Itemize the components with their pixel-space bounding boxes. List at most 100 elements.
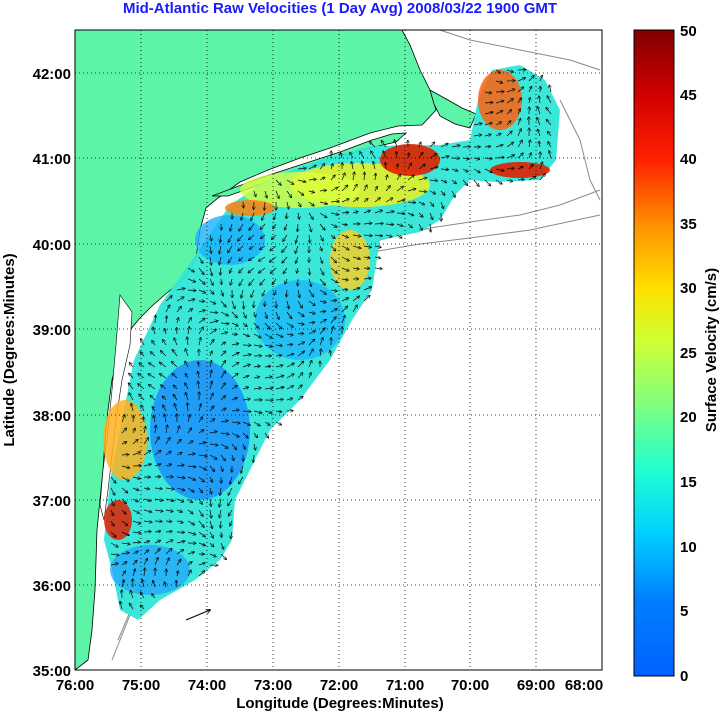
velocity-arrow: [155, 315, 156, 324]
velocity-arrow: [231, 344, 239, 346]
velocity-arrow: [540, 75, 542, 82]
velocity-arrow: [495, 101, 504, 104]
colorbar-tick-label: 5: [680, 603, 688, 620]
velocity-arrow: [165, 329, 166, 335]
velocity-arrow: [308, 165, 316, 170]
velocity-arrow: [172, 362, 178, 368]
velocity-arrow: [121, 520, 128, 525]
velocity-arrow: [407, 212, 414, 216]
velocity-arrow: [363, 268, 370, 269]
velocity-arrow: [148, 374, 156, 379]
velocity-arrow: [121, 487, 128, 493]
velocity-arrow: [176, 541, 185, 543]
velocity-arrow: [176, 453, 182, 456]
velocity-arrow: [230, 267, 232, 273]
velocity-arrow: [537, 107, 541, 115]
colorbar-tick-label: 50: [680, 23, 697, 40]
x-axis-label: Longitude (Degrees:Minutes): [236, 695, 444, 712]
velocity-arrow: [282, 256, 288, 263]
velocity-arrow: [270, 245, 277, 251]
velocity-arrow: [228, 256, 233, 263]
velocity-arrow: [285, 278, 287, 284]
velocity-arrow: [275, 376, 284, 379]
velocity-arrow: [152, 594, 156, 599]
y-tick-label: 39:00: [33, 322, 71, 339]
velocity-arrow: [251, 212, 255, 220]
velocity-arrow: [209, 393, 213, 401]
velocity-arrow: [187, 318, 191, 324]
velocity-arrow: [259, 256, 266, 261]
velocity-arrow: [150, 396, 156, 401]
velocity-arrow: [495, 81, 502, 83]
velocity-arrow: [297, 385, 302, 390]
velocity-arrow: [230, 223, 232, 231]
velocity-arrow: [320, 245, 322, 251]
velocity-arrow: [220, 520, 221, 528]
velocity-arrow: [418, 223, 422, 230]
velocity-arrow: [121, 415, 125, 423]
velocity-arrow: [273, 223, 277, 228]
velocity-arrow: [275, 365, 283, 367]
velocity-arrow: [374, 235, 382, 236]
velocity-arrow: [160, 374, 167, 379]
velocity-arrow: [308, 312, 315, 314]
velocity-arrow: [308, 289, 313, 297]
velocity-arrow: [484, 168, 492, 172]
velocity-arrow: [330, 351, 331, 357]
velocity-arrow: [231, 386, 237, 390]
velocity-arrow: [209, 432, 217, 434]
colorbar-tick-labels: 0 5 10 15 20 25 30 35 40 45 50: [680, 23, 697, 685]
velocity-arrow: [176, 426, 180, 434]
velocity-arrow: [209, 300, 216, 304]
plot-frame: [74, 29, 603, 671]
velocity-arrow: [176, 288, 185, 290]
velocity-arrow: [139, 363, 145, 368]
velocity-arrow: [275, 387, 284, 389]
velocity-arrow: [165, 540, 173, 544]
velocity-arrow: [130, 591, 134, 599]
velocity-arrow: [297, 333, 304, 334]
velocity-arrow: [297, 168, 306, 169]
velocity-arrow: [517, 153, 523, 159]
velocity-arrow: [330, 175, 335, 181]
velocity-arrow: [309, 234, 310, 243]
velocity-arrow: [209, 406, 214, 412]
velocity-arrow: [397, 164, 398, 170]
velocity-arrow: [440, 190, 445, 195]
velocity-arrow: [132, 569, 135, 577]
velocity-arrow: [198, 487, 202, 493]
velocity-arrow: [264, 333, 272, 338]
velocity-arrow: [297, 373, 303, 379]
velocity-arrow: [132, 520, 140, 524]
velocity-arrow: [220, 542, 224, 549]
velocity-arrow: [418, 212, 423, 217]
velocity-arrow: [319, 278, 325, 285]
velocity-arrow: [296, 256, 299, 263]
velocity-arrow: [140, 605, 145, 610]
fast-region: [104, 500, 132, 540]
velocity-arrow: [253, 421, 260, 426]
velocity-arrow: [473, 179, 479, 186]
velocity-arrow: [141, 592, 145, 599]
velocity-arrow: [297, 311, 304, 316]
velocity-arrow: [275, 311, 279, 319]
velocity-arrow: [243, 201, 244, 208]
slow-region: [195, 215, 265, 265]
velocity-arrow: [484, 123, 492, 126]
velocity-arrow: [396, 152, 397, 159]
velocity-arrow: [539, 142, 540, 148]
velocity-arrow: [319, 301, 326, 303]
slow-region: [255, 280, 345, 360]
velocity-arrow: [341, 185, 348, 192]
velocity-arrow: [341, 199, 349, 203]
velocity-arrow: [173, 395, 178, 401]
velocity-arrow: [187, 299, 195, 301]
velocity-arrow: [484, 92, 492, 93]
velocity-arrow: [143, 509, 152, 512]
velocity-arrow: [209, 340, 214, 346]
velocity-arrow: [418, 201, 424, 205]
velocity-arrow: [220, 267, 221, 275]
velocity-arrow: [153, 327, 155, 335]
velocity-arrow: [295, 245, 299, 253]
velocity-arrow: [220, 300, 226, 307]
